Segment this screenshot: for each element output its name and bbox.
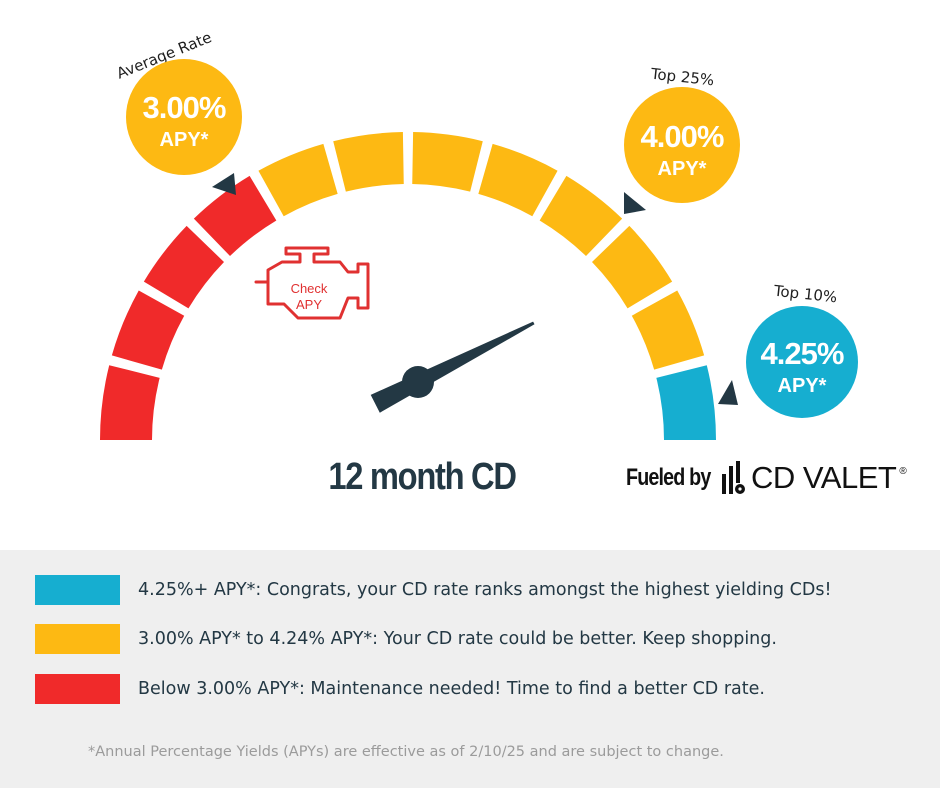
bubble-label: Top 25% xyxy=(649,65,715,90)
legend-panel xyxy=(0,550,940,788)
legend-swatch-yellow xyxy=(35,624,120,654)
engine-text-apy: APY xyxy=(296,297,322,312)
check-engine-icon xyxy=(254,246,370,320)
bubble-circle xyxy=(624,87,740,203)
cd-valet-logo-icon xyxy=(722,461,746,494)
legend-item-low: Below 3.00% APY*: Maintenance needed! Ti… xyxy=(35,674,765,704)
brand-name: CD VALET xyxy=(751,460,897,495)
gauge-title: 12 month CD xyxy=(328,456,517,498)
top-25-pointer-icon xyxy=(624,192,646,214)
legend-text: 4.25%+ APY*: Congrats, your CD rate rank… xyxy=(138,580,832,600)
brand-mark: Fueled by CD VALET ® xyxy=(626,458,907,498)
bubble-unit: APY* xyxy=(778,375,827,397)
bubble-label: Top 10% xyxy=(772,282,838,307)
gauge-segment-yellow xyxy=(478,143,558,217)
bubble-value: 4.00% xyxy=(641,119,724,154)
top-10-pointer-icon xyxy=(718,380,738,405)
legend-item-high: 4.25%+ APY*: Congrats, your CD rate rank… xyxy=(35,575,831,605)
gauge-segment-yellow xyxy=(258,143,338,217)
legend-item-mid: 3.00% APY* to 4.24% APY*: Your CD rate c… xyxy=(35,624,777,654)
legend-text: Below 3.00% APY*: Maintenance needed! Ti… xyxy=(138,679,765,699)
bubble-unit: APY* xyxy=(160,129,209,151)
legend-swatch-teal xyxy=(35,575,120,605)
bubble-circle xyxy=(746,306,858,418)
legend-text: 3.00% APY* to 4.24% APY*: Your CD rate c… xyxy=(138,629,777,649)
gauge-segment-red xyxy=(143,225,225,309)
engine-text-check: Check xyxy=(291,281,328,296)
gauge-segment-yellow xyxy=(591,225,673,309)
brand-prefix: Fueled by xyxy=(626,464,711,491)
bubble-top-25: Top 25% 4.00% APY* xyxy=(624,65,740,203)
gauge-segment-red xyxy=(111,290,185,370)
bubble-circle xyxy=(126,59,242,175)
gauge-segment-yellow xyxy=(412,132,483,192)
bubble-value: 4.25% xyxy=(761,336,844,371)
gauge-segments xyxy=(100,132,716,440)
bubble-average-rate: Average Rate 3.00% APY* xyxy=(114,28,242,175)
average-rate-pointer-icon xyxy=(212,173,236,195)
gauge-segment-teal xyxy=(656,365,716,440)
footnote: *Annual Percentage Yields (APYs) are eff… xyxy=(88,744,724,760)
registered-mark: ® xyxy=(899,466,907,477)
gauge-segment-red xyxy=(193,175,277,257)
needle-hub xyxy=(402,366,434,398)
legend-swatch-red xyxy=(35,674,120,704)
gauge-segment-yellow xyxy=(333,132,404,192)
bubble-top-10: Top 10% 4.25% APY* xyxy=(746,282,858,418)
gauge-graphic: Average Rate 3.00% APY* Top 25% 4.00% AP… xyxy=(100,28,858,440)
bubble-value: 3.00% xyxy=(143,90,226,125)
gauge-needle xyxy=(370,321,535,413)
bubble-unit: APY* xyxy=(658,158,707,180)
gauge-segment-yellow xyxy=(539,175,623,257)
gauge-segment-yellow xyxy=(631,290,705,370)
gauge-segment-red xyxy=(100,365,160,440)
